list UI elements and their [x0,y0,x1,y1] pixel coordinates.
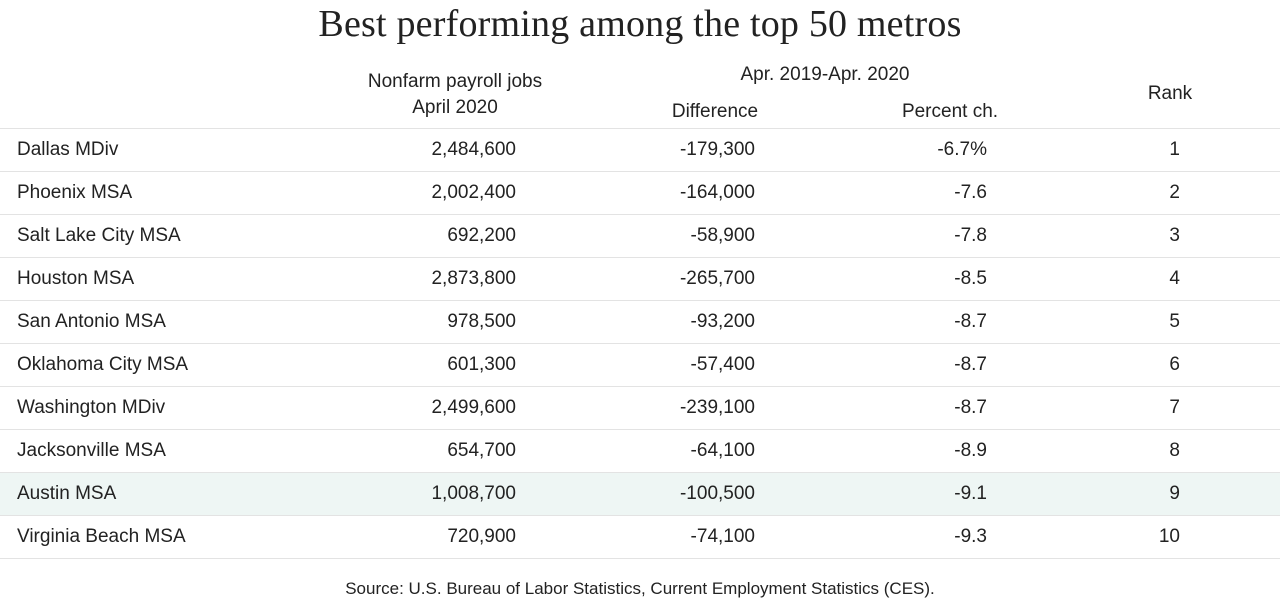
payroll-jobs-cell: 1,008,700 [431,483,516,504]
rank-cell: 6 [1169,354,1180,375]
payroll-jobs-cell: 978,500 [447,311,516,332]
difference-cell: -265,700 [679,268,755,289]
table-row: Washington MDiv 2,499,600 -239,100 -8.7 7 [0,387,1280,430]
rank-cell: 4 [1169,268,1180,289]
table-row: Salt Lake City MSA 692,200 -58,900 -7.8 3 [0,215,1280,258]
table-row: Jacksonville MSA 654,700 -64,100 -8.9 8 [0,430,1280,473]
header-nonfarm-payroll-jobs: Nonfarm payroll jobs April 2020 [330,69,580,121]
percent-change-cell: -8.7 [954,311,987,332]
metro-name-cell: Phoenix MSA [17,182,133,203]
percent-change-cell: -9.3 [954,526,987,547]
metro-name-cell: Oklahoma City MSA [17,354,189,375]
header-difference: Difference [671,101,759,122]
percent-change-cell: -8.7 [954,354,987,375]
metro-name-cell: Virginia Beach MSA [17,526,186,547]
metro-name-cell: Houston MSA [17,268,135,289]
difference-cell: -100,500 [679,483,755,504]
difference-cell: -58,900 [690,225,755,246]
metro-name-cell: Jacksonville MSA [17,440,166,461]
difference-cell: -239,100 [679,397,755,418]
header-jobs-line2: April 2020 [412,97,498,118]
rank-cell: 9 [1169,483,1180,504]
payroll-jobs-cell: 2,002,400 [431,182,516,203]
metro-name-cell: Austin MSA [17,483,117,504]
rank-cell: 3 [1169,225,1180,246]
percent-change-cell: -7.6 [954,182,987,203]
metro-table: Dallas MDiv 2,484,600 -179,300 -6.7% 1 Phoeni… [0,128,1280,559]
percent-change-cell: -8.5 [954,268,987,289]
difference-cell: -164,000 [679,182,755,203]
header-period: Apr. 2019-Apr. 2020 [740,64,910,85]
percent-change-cell: -8.7 [954,397,987,418]
metro-name-cell: Salt Lake City MSA [17,225,181,246]
difference-cell: -64,100 [690,440,755,461]
percent-change-cell: -6.7% [937,139,987,160]
metro-name-cell: Washington MDiv [17,397,166,418]
table-row: Dallas MDiv 2,484,600 -179,300 -6.7% 1 [0,129,1280,172]
payroll-jobs-cell: 692,200 [447,225,516,246]
table-row: Houston MSA 2,873,800 -265,700 -8.5 4 [0,258,1280,301]
payroll-jobs-cell: 601,300 [447,354,516,375]
percent-change-cell: -9.1 [954,483,987,504]
header-jobs-line1: Nonfarm payroll jobs [367,71,543,92]
rank-cell: 2 [1169,182,1180,203]
difference-cell: -93,200 [690,311,755,332]
rank-cell: 10 [1158,526,1180,547]
difference-cell: -57,400 [690,354,755,375]
payroll-jobs-cell: 654,700 [447,440,516,461]
metro-name-cell: San Antonio MSA [17,311,166,332]
rank-cell: 5 [1169,311,1180,332]
percent-change-cell: -8.9 [954,440,987,461]
difference-cell: -179,300 [679,139,755,160]
source-note: Source: U.S. Bureau of Labor Statistics,… [345,579,935,598]
metro-name-cell: Dallas MDiv [17,139,119,160]
rank-cell: 8 [1169,440,1180,461]
header-percent-change: Percent ch. [901,101,999,122]
percent-change-cell: -7.8 [954,225,987,246]
header-rank: Rank [1147,83,1193,104]
payroll-jobs-cell: 720,900 [447,526,516,547]
chart-title: Best performing among the top 50 metros [318,3,962,45]
payroll-jobs-cell: 2,484,600 [431,139,516,160]
difference-cell: -74,100 [690,526,755,547]
table-row: Austin MSA 1,008,700 -100,500 -9.1 9 [0,473,1280,516]
table-row: Phoenix MSA 2,002,400 -164,000 -7.6 2 [0,172,1280,215]
table-row: Virginia Beach MSA 720,900 -74,100 -9.3 10 [0,516,1280,559]
payroll-jobs-cell: 2,499,600 [431,397,516,418]
table-row: San Antonio MSA 978,500 -93,200 -8.7 5 [0,301,1280,344]
table-row: Oklahoma City MSA 601,300 -57,400 -8.7 6 [0,344,1280,387]
payroll-jobs-cell: 2,873,800 [431,268,516,289]
rank-cell: 1 [1169,139,1180,160]
rank-cell: 7 [1169,397,1180,418]
